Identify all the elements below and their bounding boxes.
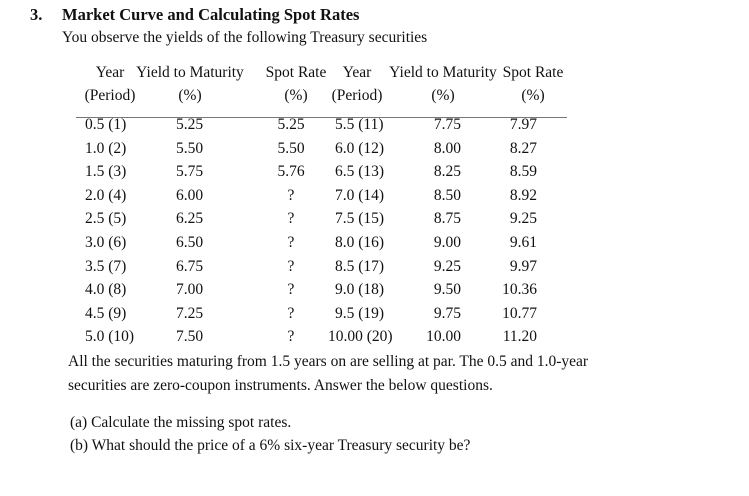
cell-ytm: 7.50 bbox=[176, 328, 204, 346]
cell-ytm: 5.50 bbox=[176, 139, 204, 157]
cell-spot-rate: ? bbox=[287, 186, 295, 204]
column-header-ytm: Yield to Maturity bbox=[136, 64, 244, 81]
cell-spot-rate: 11.20 bbox=[502, 328, 537, 346]
cell-year: 10.00 (20) bbox=[328, 328, 393, 346]
cell-year: 3.0 (6) bbox=[85, 234, 127, 251]
problem-intro: You observe the yields of the following … bbox=[62, 29, 428, 46]
cell-spot-rate: ? bbox=[287, 210, 295, 228]
paragraph-line-2: securities are zero-coupon instruments. … bbox=[68, 377, 493, 394]
cell-ytm: 5.25 bbox=[176, 116, 204, 133]
cell-spot-rate: 5.25 bbox=[277, 116, 305, 133]
cell-spot-rate: 10.36 bbox=[502, 281, 537, 299]
cell-year: 7.0 (14) bbox=[335, 186, 385, 204]
cell-spot-rate: 9.61 bbox=[509, 234, 537, 251]
column-header-ytm: (%) bbox=[178, 87, 202, 104]
column-header-year: (Period) bbox=[331, 87, 383, 104]
column-header-spot-rate: (%) bbox=[521, 87, 545, 104]
column-header-spot-rate: Spot Rate bbox=[502, 64, 564, 81]
cell-year: 0.5 (1) bbox=[85, 116, 127, 133]
cell-ytm: 7.75 bbox=[433, 116, 461, 133]
column-header-year: Year bbox=[342, 64, 372, 81]
column-header-ytm: (%) bbox=[431, 87, 455, 104]
cell-ytm: 7.00 bbox=[176, 281, 204, 299]
cell-ytm: 8.50 bbox=[433, 186, 461, 204]
cell-year: 4.5 (9) bbox=[85, 304, 127, 322]
cell-spot-rate: 5.50 bbox=[277, 139, 305, 157]
cell-ytm: 6.00 bbox=[176, 186, 204, 204]
cell-year: 9.5 (19) bbox=[335, 304, 385, 322]
column-header-year: (Period) bbox=[84, 87, 136, 104]
cell-ytm: 10.00 bbox=[426, 328, 461, 346]
cell-year: 6.5 (13) bbox=[335, 163, 385, 181]
cell-spot-rate: 10.77 bbox=[502, 304, 537, 322]
cell-year: 5.5 (11) bbox=[335, 116, 384, 133]
cell-ytm: 8.25 bbox=[433, 163, 461, 181]
column-header-spot-rate: (%) bbox=[284, 87, 308, 104]
cell-spot-rate: 7.97 bbox=[509, 116, 537, 133]
cell-year: 8.0 (16) bbox=[335, 234, 385, 251]
column-header-year: Year bbox=[95, 64, 125, 81]
question-a: (a) Calculate the missing spot rates. bbox=[70, 414, 292, 431]
cell-spot-rate: ? bbox=[287, 281, 295, 299]
cell-ytm: 6.25 bbox=[176, 210, 204, 228]
cell-year: 1.5 (3) bbox=[85, 163, 127, 181]
cell-year: 1.0 (2) bbox=[85, 139, 127, 157]
cell-spot-rate: 8.27 bbox=[509, 139, 537, 157]
question-b: (b) What should the price of a 6% six-ye… bbox=[70, 437, 471, 454]
cell-spot-rate: 8.59 bbox=[509, 163, 537, 181]
column-header-ytm: Yield to Maturity bbox=[389, 64, 497, 81]
cell-year: 8.5 (17) bbox=[335, 257, 385, 275]
cell-ytm: 6.75 bbox=[176, 257, 204, 275]
cell-ytm: 9.50 bbox=[433, 281, 461, 299]
cell-year: 7.5 (15) bbox=[335, 210, 385, 228]
cell-spot-rate: ? bbox=[287, 304, 295, 322]
cell-ytm: 8.75 bbox=[433, 210, 461, 228]
cell-year: 2.0 (4) bbox=[85, 186, 127, 204]
cell-spot-rate: 9.25 bbox=[509, 210, 537, 228]
cell-spot-rate: 5.76 bbox=[277, 163, 305, 181]
table-header-divider bbox=[76, 117, 567, 118]
cell-spot-rate: 8.92 bbox=[509, 186, 537, 204]
problem-number: 3. bbox=[30, 5, 43, 24]
cell-spot-rate: ? bbox=[287, 234, 295, 251]
cell-ytm: 9.25 bbox=[433, 257, 461, 275]
cell-spot-rate: 9.97 bbox=[509, 257, 537, 275]
cell-ytm: 5.75 bbox=[176, 163, 204, 181]
cell-ytm: 6.50 bbox=[176, 234, 204, 251]
cell-year: 3.5 (7) bbox=[85, 257, 127, 275]
cell-year: 9.0 (18) bbox=[335, 281, 385, 299]
cell-year: 5.0 (10) bbox=[85, 328, 135, 346]
cell-ytm: 9.75 bbox=[433, 304, 461, 322]
column-header-spot-rate: Spot Rate bbox=[265, 64, 327, 81]
problem-title: Market Curve and Calculating Spot Rates bbox=[62, 5, 360, 24]
cell-year: 2.5 (5) bbox=[85, 210, 127, 228]
paragraph-line-1: All the securities maturing from 1.5 yea… bbox=[68, 353, 589, 370]
cell-ytm: 9.00 bbox=[433, 234, 461, 251]
cell-year: 6.0 (12) bbox=[335, 139, 385, 157]
cell-year: 4.0 (8) bbox=[85, 281, 127, 299]
cell-spot-rate: ? bbox=[287, 257, 295, 275]
cell-ytm: 7.25 bbox=[176, 304, 204, 322]
cell-spot-rate: ? bbox=[287, 328, 295, 346]
cell-ytm: 8.00 bbox=[433, 139, 461, 157]
